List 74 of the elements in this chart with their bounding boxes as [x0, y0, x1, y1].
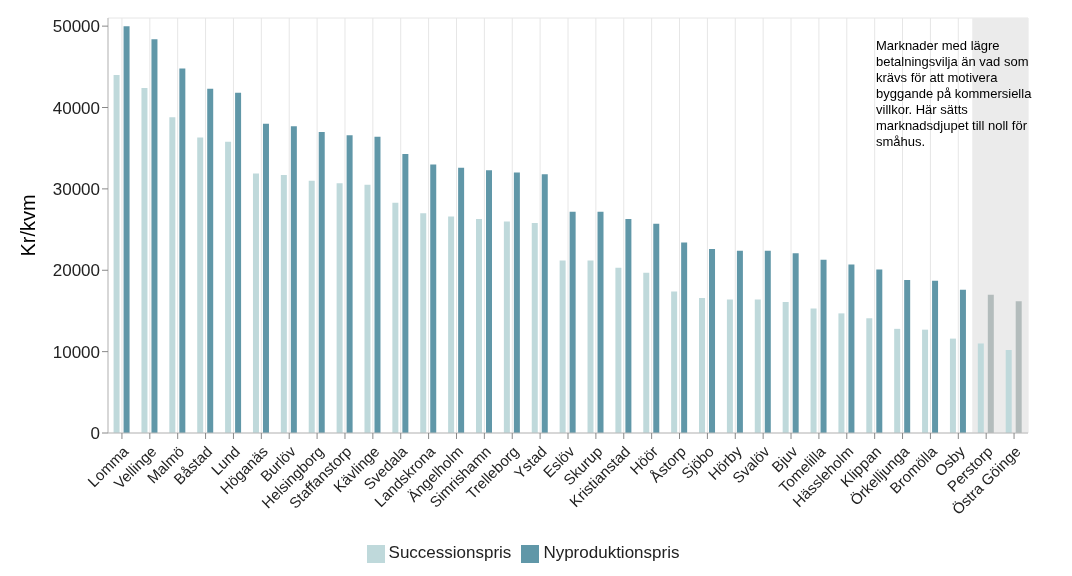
- y-tick-label: 30000: [52, 179, 100, 199]
- bar: [866, 318, 873, 433]
- bar: [141, 87, 148, 433]
- bar: [782, 301, 789, 433]
- bar: [681, 242, 688, 433]
- bar: [197, 137, 204, 433]
- y-tick-label: 20000: [52, 261, 100, 281]
- bar: [374, 136, 381, 433]
- bar: [318, 131, 325, 433]
- bar: [587, 260, 594, 433]
- bar: [336, 183, 343, 433]
- legend-label: Successionspris: [388, 543, 512, 562]
- bar: [848, 264, 855, 433]
- bar: [1005, 350, 1012, 433]
- bar: [894, 328, 901, 433]
- bar: [736, 250, 743, 433]
- y-tick-label: 0: [90, 424, 100, 444]
- bar: [838, 313, 845, 433]
- y-axis-title: Kr/kvm: [17, 194, 40, 257]
- bar: [699, 297, 706, 433]
- bar: [503, 221, 510, 433]
- bar: [597, 211, 604, 433]
- bar: [625, 218, 632, 433]
- bar: [476, 218, 482, 433]
- bar: [904, 280, 911, 433]
- bar: [308, 180, 315, 433]
- bar: [290, 126, 297, 433]
- bar: [402, 153, 409, 433]
- bar: [615, 267, 622, 433]
- y-tick-label: 50000: [52, 17, 100, 37]
- bar: [531, 223, 538, 433]
- bar: [235, 92, 242, 433]
- bar: [513, 172, 520, 433]
- bar: [207, 88, 214, 433]
- legend-label: Nyproduktionspris: [543, 543, 680, 562]
- bar: [876, 269, 883, 433]
- band-label: Marknader med lägre betalningsvilja än vad som krävs för att motivera byggande på kommersiella villkor. Här sätts marknadsdjupet till noll för småhus.: [876, 38, 1033, 150]
- bar: [977, 343, 984, 433]
- bar: [458, 167, 465, 433]
- bar: [448, 216, 455, 433]
- bar: [392, 202, 399, 433]
- bar: [280, 175, 287, 433]
- bar: [420, 213, 427, 433]
- bar: [569, 211, 576, 433]
- bar: [113, 74, 120, 433]
- bar: [643, 272, 650, 433]
- bar: [430, 164, 437, 433]
- bar: [709, 249, 716, 433]
- bar: [922, 329, 929, 433]
- bar: [169, 117, 176, 433]
- bar: [151, 39, 158, 433]
- bar: [949, 338, 956, 433]
- bar: [653, 223, 660, 433]
- bar: [959, 289, 966, 433]
- bar: [671, 291, 678, 433]
- bar: [123, 26, 130, 433]
- bar: [541, 174, 548, 433]
- y-tick-label: 40000: [52, 98, 100, 118]
- bar: [764, 250, 771, 433]
- bar: [486, 170, 492, 433]
- bar: [559, 260, 566, 433]
- bar: [262, 123, 269, 433]
- bar: [932, 280, 939, 433]
- bar: [810, 308, 817, 433]
- bar: [726, 299, 733, 433]
- bar: [754, 299, 761, 433]
- y-tick-label: 10000: [52, 342, 100, 362]
- bar: [346, 135, 353, 433]
- bar: [364, 184, 371, 433]
- bar: [252, 173, 259, 433]
- bar: [792, 253, 799, 433]
- bar: [820, 259, 827, 433]
- bar: [225, 141, 232, 433]
- bar: [179, 68, 186, 433]
